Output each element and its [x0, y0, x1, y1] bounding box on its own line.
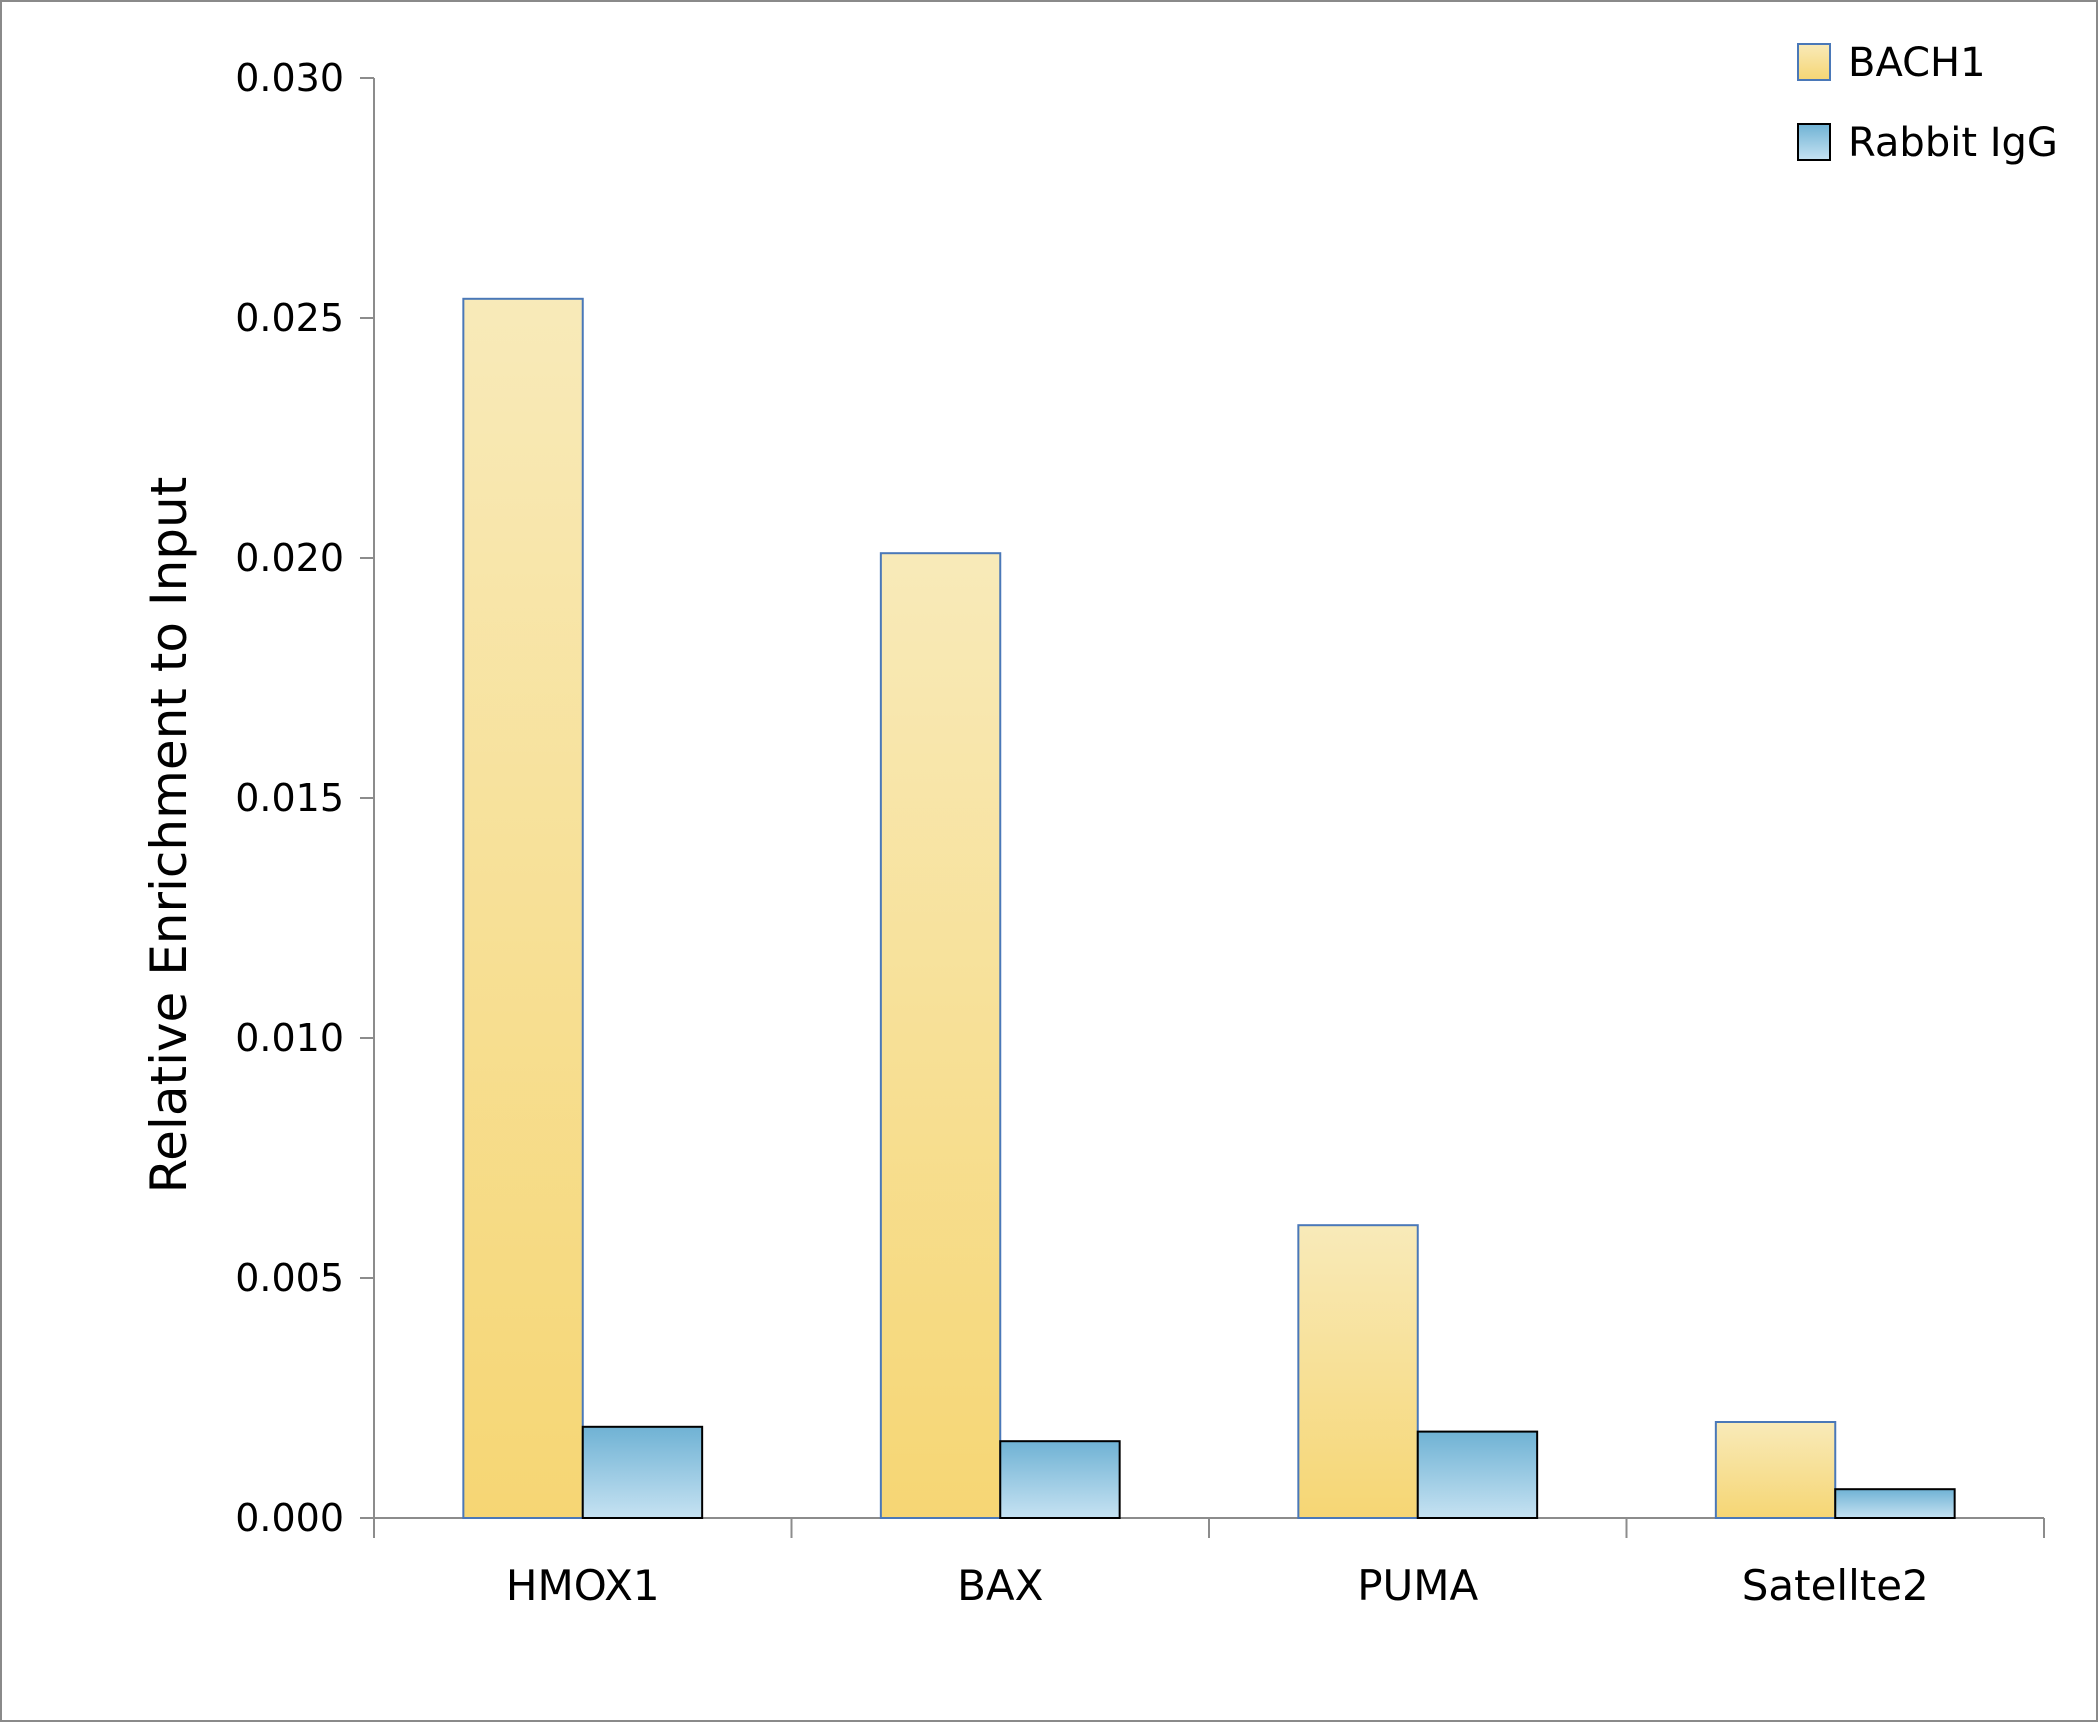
- legend-label-0: BACH1: [1848, 40, 1986, 86]
- x-tick-label: BAX: [957, 1561, 1043, 1610]
- legend-swatch-0: [1797, 43, 1831, 81]
- y-tick-label: 0.000: [235, 1496, 344, 1540]
- x-tick-label: Satellte2: [1742, 1561, 1929, 1610]
- bar-puma-series-1: [1416, 1430, 1539, 1519]
- y-tick-label: 0.020: [235, 536, 344, 580]
- y-axis-label: Relative Enrichment to Input: [140, 477, 198, 1194]
- y-tick-label: 0.005: [235, 1256, 344, 1300]
- legend-swatch-1: [1797, 123, 1831, 161]
- x-tick-label: HMOX1: [506, 1561, 660, 1610]
- bar-hmox1-series-0: [462, 297, 584, 1519]
- bar-satellte2-series-1: [1834, 1488, 1956, 1519]
- bar-bax-series-1: [999, 1440, 1121, 1519]
- bars: HMOX1 BAX PUMA Satellte2: [462, 297, 1956, 1610]
- legend: BACH1 Rabbit IgG: [1797, 40, 2058, 166]
- legend-label-1: Rabbit IgG: [1848, 120, 2058, 166]
- y-tick-label: 0.010: [235, 1016, 344, 1060]
- x-tick-label: PUMA: [1357, 1561, 1478, 1610]
- bar-bax-series-0: [879, 552, 1002, 1519]
- y-tick-label: 0.025: [235, 296, 344, 340]
- y-tick-label: 0.030: [235, 56, 344, 100]
- bar-hmox1-series-1: [581, 1425, 704, 1520]
- y-tick-label: 0.015: [235, 776, 344, 820]
- bar-satellte2-series-0: [1714, 1421, 1837, 1519]
- bar-puma-series-0: [1297, 1224, 1419, 1519]
